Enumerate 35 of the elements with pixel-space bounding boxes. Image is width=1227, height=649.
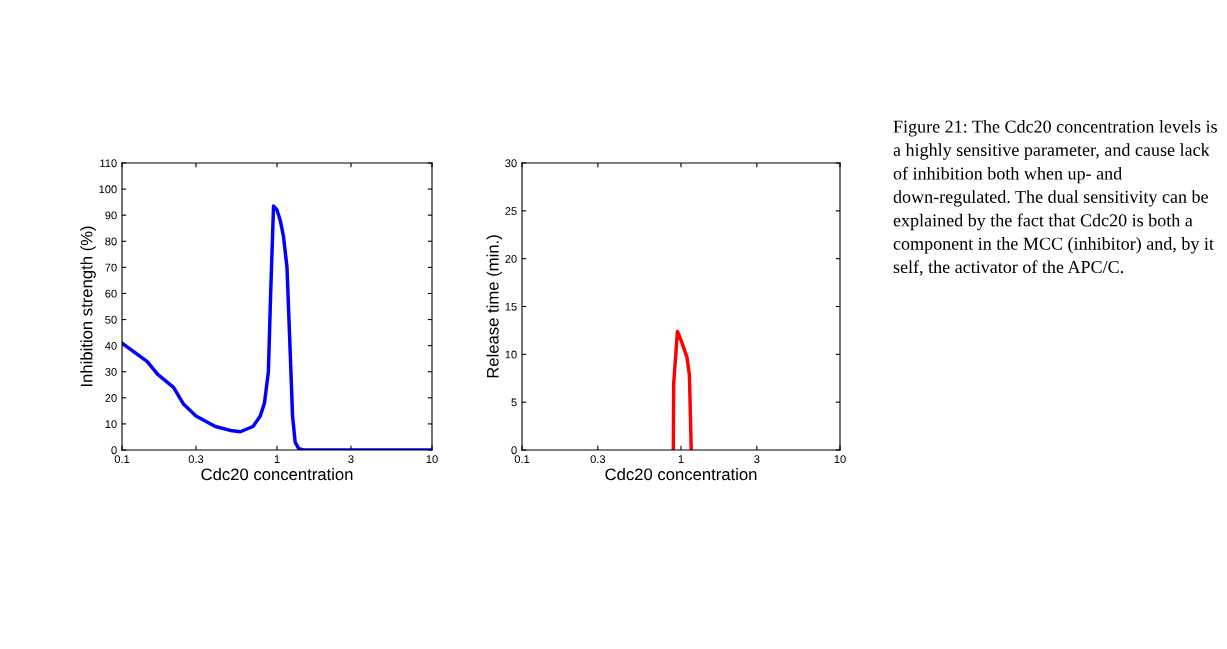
y-tick-label: 20 xyxy=(505,254,517,263)
x-tick-label: 0.3 xyxy=(188,455,204,464)
x-tick-label: 0.1 xyxy=(514,455,530,464)
y-tick-label: 100 xyxy=(99,185,117,194)
x-axis-title: Cdc20 concentration xyxy=(201,468,353,481)
y-tick-label: 5 xyxy=(511,398,517,407)
y-tick-label: 0 xyxy=(511,446,517,455)
y-tick-label: 20 xyxy=(105,394,117,402)
x-tick-label: 3 xyxy=(754,455,760,464)
x-tick-label: 0.3 xyxy=(590,455,606,464)
y-tick-label: 30 xyxy=(505,159,517,168)
x-axis-title: Cdc20 concentration xyxy=(605,468,757,481)
y-tick-label: 70 xyxy=(105,263,117,272)
y-tick-label: 90 xyxy=(105,211,117,220)
y-tick-label: 15 xyxy=(505,302,517,311)
y-tick-label: 80 xyxy=(105,237,117,246)
line-series xyxy=(671,329,693,450)
y-tick-label: 30 xyxy=(105,367,117,376)
y-axis-title: Inhibition strength (%) xyxy=(80,226,96,387)
y-tick-label: 10 xyxy=(105,420,117,429)
x-tick-label: 1 xyxy=(678,455,684,463)
x-tick-label: 1 xyxy=(274,455,280,463)
y-tick-label: 0 xyxy=(111,446,117,455)
x-tick-label: 0.1 xyxy=(114,455,130,464)
y-tick-label: 25 xyxy=(505,207,517,215)
y-tick-label: 10 xyxy=(505,350,517,359)
caption: Figure 21: The Cdc20 concentration levels is a highly sensitive parameter, and cause lack of inhibition both when up- and down-regulated. The dual sensitivity can be explained by the fact that Cdc20 is both a component in the MCC (inhibitor) and, by it self, the activator of the APC/C. xyxy=(893,120,1217,276)
y-tick-label: 50 xyxy=(105,315,117,324)
y-tick-label: 60 xyxy=(105,289,117,298)
x-tick-label: 10 xyxy=(834,455,846,464)
y-tick-label: 110 xyxy=(100,159,117,168)
x-tick-label: 10 xyxy=(426,455,438,464)
y-tick-label: 40 xyxy=(105,341,117,350)
x-tick-label: 3 xyxy=(348,455,354,464)
y-axis-title: Release time (min.) xyxy=(486,235,502,378)
